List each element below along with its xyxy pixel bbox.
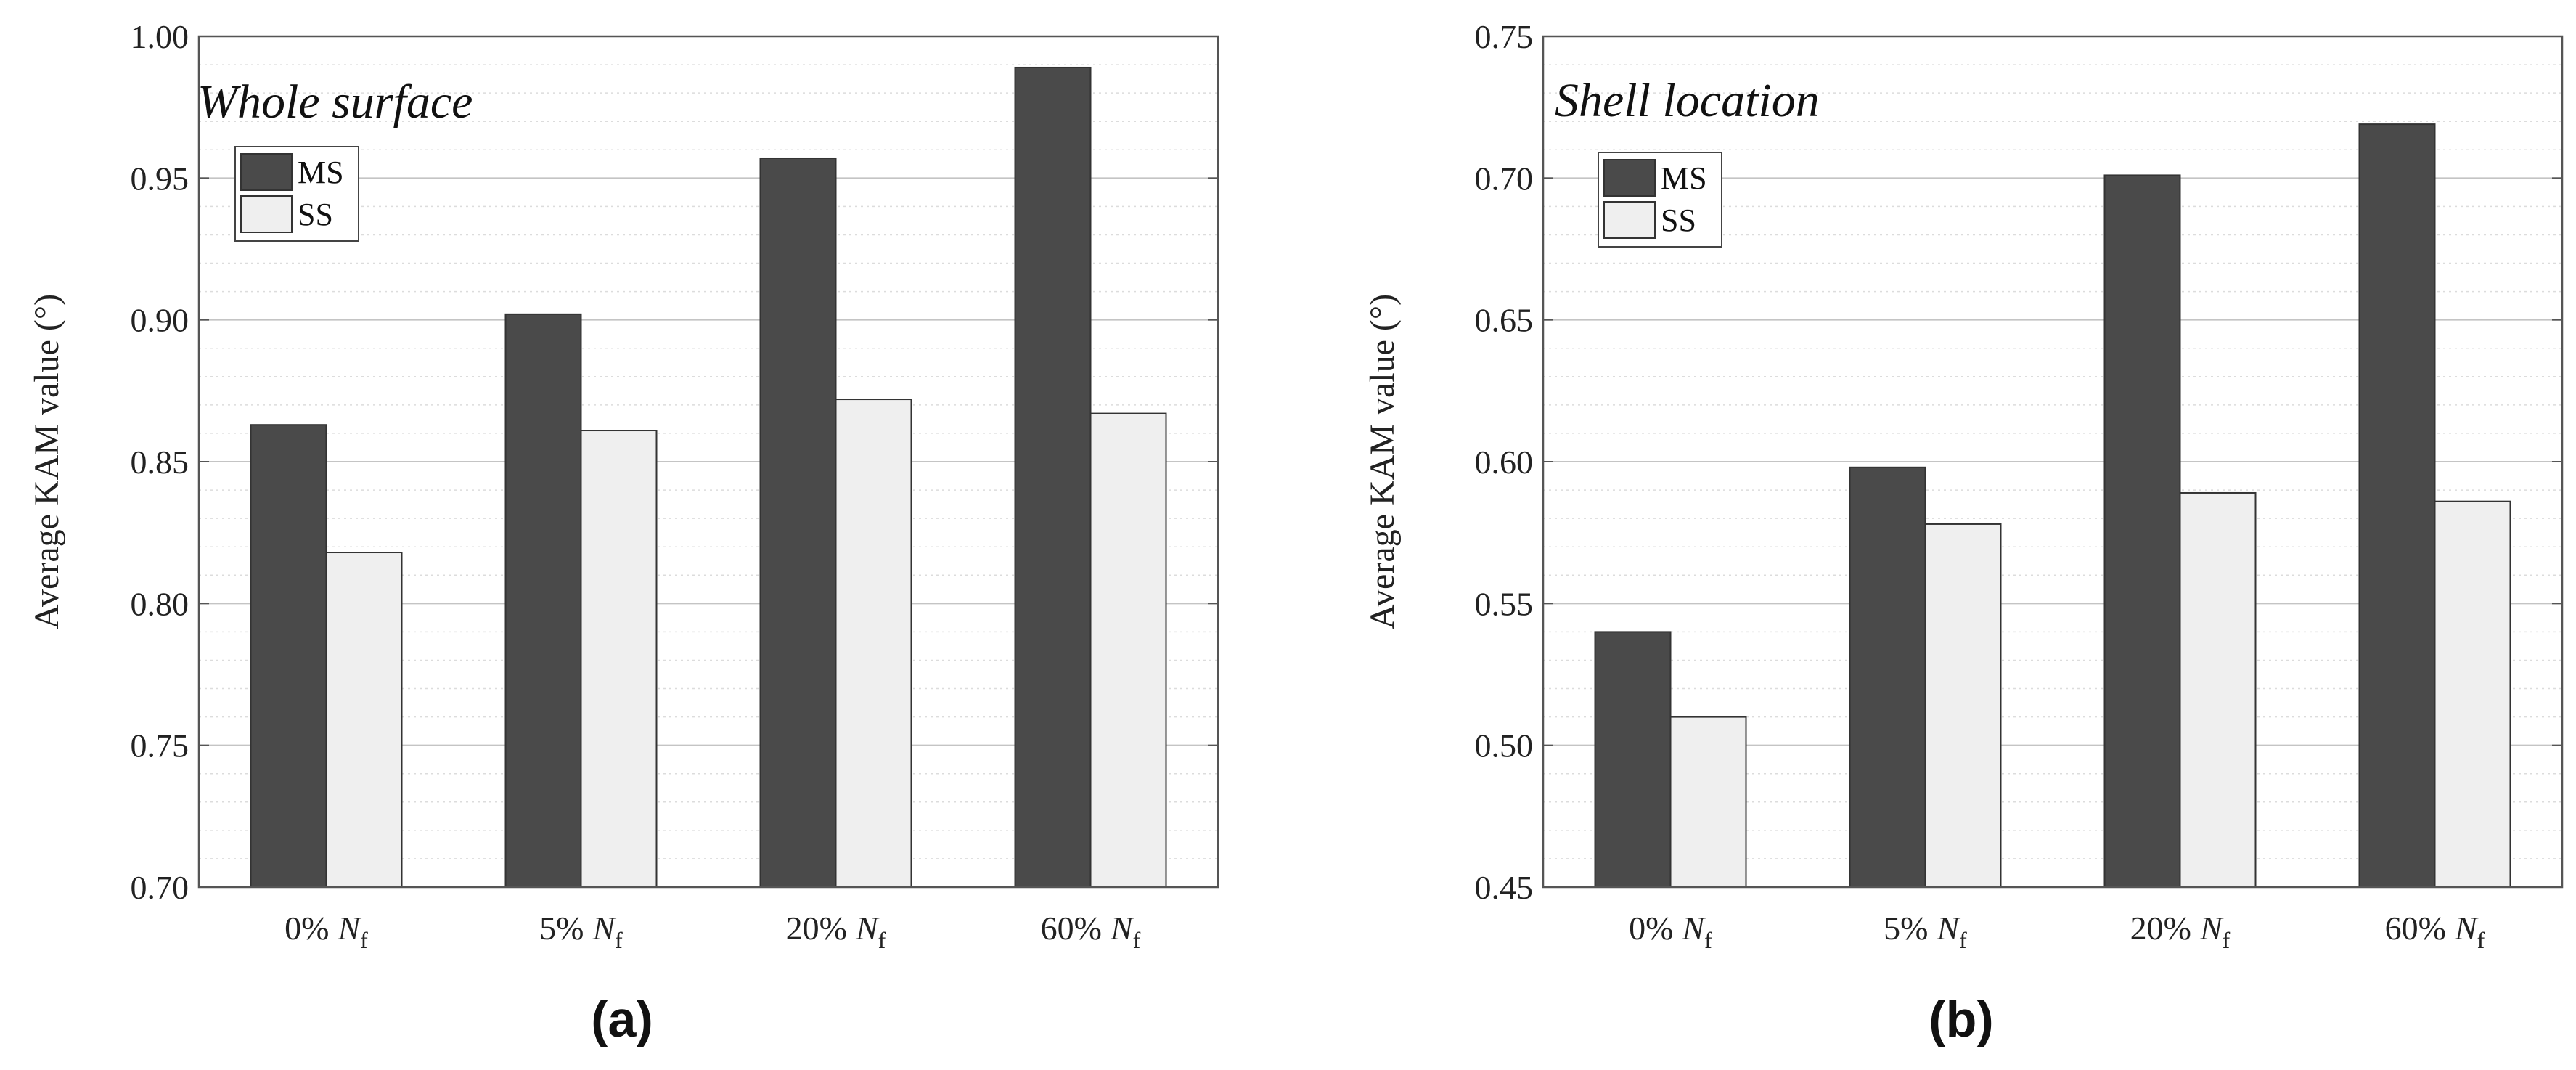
- x-tick-percent: 20%: [786, 910, 847, 947]
- panel-caption: (a): [591, 991, 653, 1047]
- panel-b: 0.450.500.550.600.650.700.750% Nf 5% Nf 20% N…: [1363, 18, 2564, 1047]
- x-tick-percent: 0%: [1629, 910, 1673, 947]
- y-tick-label: 0.90: [131, 302, 189, 339]
- x-tick-symbol: N: [2199, 910, 2224, 947]
- bar-ss-0: [325, 552, 403, 888]
- bar-ss-1: [1924, 523, 2002, 888]
- x-tick-subscript: f: [2223, 927, 2231, 953]
- bar-ms-3: [2358, 123, 2436, 888]
- x-tick-subscript: f: [1704, 927, 1712, 953]
- x-tick-symbol: N: [1681, 910, 1706, 947]
- legend-swatch-ms: [240, 153, 293, 191]
- y-tick-label: 0.75: [131, 727, 189, 764]
- bar-ss-3: [1089, 412, 1167, 888]
- y-tick-label: 0.60: [1475, 444, 1534, 481]
- x-tick-label: 60% Nf: [2385, 910, 2485, 953]
- legend-label-ss: SS: [298, 197, 333, 232]
- x-tick-percent: 20%: [2130, 910, 2191, 947]
- x-tick-symbol: N: [1110, 910, 1134, 947]
- panel-caption: (b): [1929, 991, 1993, 1047]
- bar-ss-0: [1669, 716, 1747, 888]
- bar-ms-2: [2103, 174, 2181, 888]
- y-tick-label: 0.70: [131, 869, 189, 906]
- y-tick-label: 0.70: [1475, 160, 1534, 197]
- y-tick-label: 0.65: [1475, 302, 1534, 339]
- y-tick-label: 0.80: [131, 585, 189, 622]
- bar-ss-2: [835, 399, 912, 888]
- bar-ss-3: [2434, 500, 2511, 888]
- y-axis-label: Average KAM value (°): [1363, 294, 1402, 629]
- x-tick-symbol: N: [2454, 910, 2479, 947]
- bar-ms-2: [759, 157, 837, 888]
- plot-frame: [197, 35, 1219, 889]
- panel-a: 0.700.750.800.850.900.951.000% Nf 5% Nf 20% N…: [28, 18, 1219, 1047]
- legend-swatch-ms: [1603, 159, 1656, 197]
- x-tick-percent: 5%: [539, 910, 584, 947]
- y-tick-label: 0.45: [1475, 869, 1534, 906]
- x-tick-percent: 60%: [2385, 910, 2446, 947]
- bar-ms-1: [1849, 466, 1926, 888]
- x-tick-label: 0% Nf: [285, 910, 368, 953]
- y-tick-label: 0.95: [131, 160, 189, 197]
- y-tick-label: 0.55: [1475, 585, 1534, 622]
- legend-label-ms: MS: [1661, 160, 1707, 196]
- x-tick-percent: 60%: [1041, 910, 1102, 947]
- panel-annotation: Whole surface: [197, 75, 473, 128]
- x-tick-percent: 5%: [1884, 910, 1928, 947]
- x-tick-subscript: f: [2477, 927, 2485, 953]
- bar-ss-1: [580, 430, 658, 888]
- x-tick-subscript: f: [1959, 927, 1967, 953]
- x-tick-label: 20% Nf: [2130, 910, 2231, 953]
- y-tick-label: 1.00: [131, 18, 189, 55]
- x-tick-label: 5% Nf: [539, 910, 623, 953]
- x-tick-symbol: N: [592, 910, 616, 947]
- x-tick-subscript: f: [615, 927, 623, 953]
- y-tick-label: 0.85: [131, 444, 189, 481]
- x-tick-percent: 0%: [285, 910, 329, 947]
- plot-frame: [1542, 35, 2564, 889]
- bar-ss-2: [2179, 491, 2257, 888]
- panel-annotation: Shell location: [1555, 74, 1820, 127]
- legend-swatch-ss: [1603, 201, 1656, 239]
- legend-swatch-ss: [240, 195, 293, 233]
- y-tick-label: 0.75: [1475, 18, 1534, 55]
- y-tick-label: 0.50: [1475, 727, 1534, 764]
- x-tick-label: 60% Nf: [1041, 910, 1141, 953]
- x-tick-label: 0% Nf: [1629, 910, 1712, 953]
- x-tick-symbol: N: [337, 910, 361, 947]
- x-tick-label: 5% Nf: [1884, 910, 1967, 953]
- x-tick-subscript: f: [878, 927, 886, 953]
- bar-ms-0: [250, 424, 327, 888]
- y-axis-label: Average KAM value (°): [28, 294, 66, 629]
- x-tick-subscript: f: [360, 927, 368, 953]
- x-tick-symbol: N: [1936, 910, 1960, 947]
- x-tick-label: 20% Nf: [786, 910, 886, 953]
- x-tick-symbol: N: [855, 910, 880, 947]
- legend-label-ms: MS: [298, 155, 344, 190]
- legend-label-ss: SS: [1661, 203, 1696, 238]
- bar-ms-3: [1014, 66, 1092, 888]
- bar-ms-0: [1594, 631, 1672, 889]
- x-tick-subscript: f: [1133, 927, 1141, 953]
- bar-ms-1: [504, 313, 582, 888]
